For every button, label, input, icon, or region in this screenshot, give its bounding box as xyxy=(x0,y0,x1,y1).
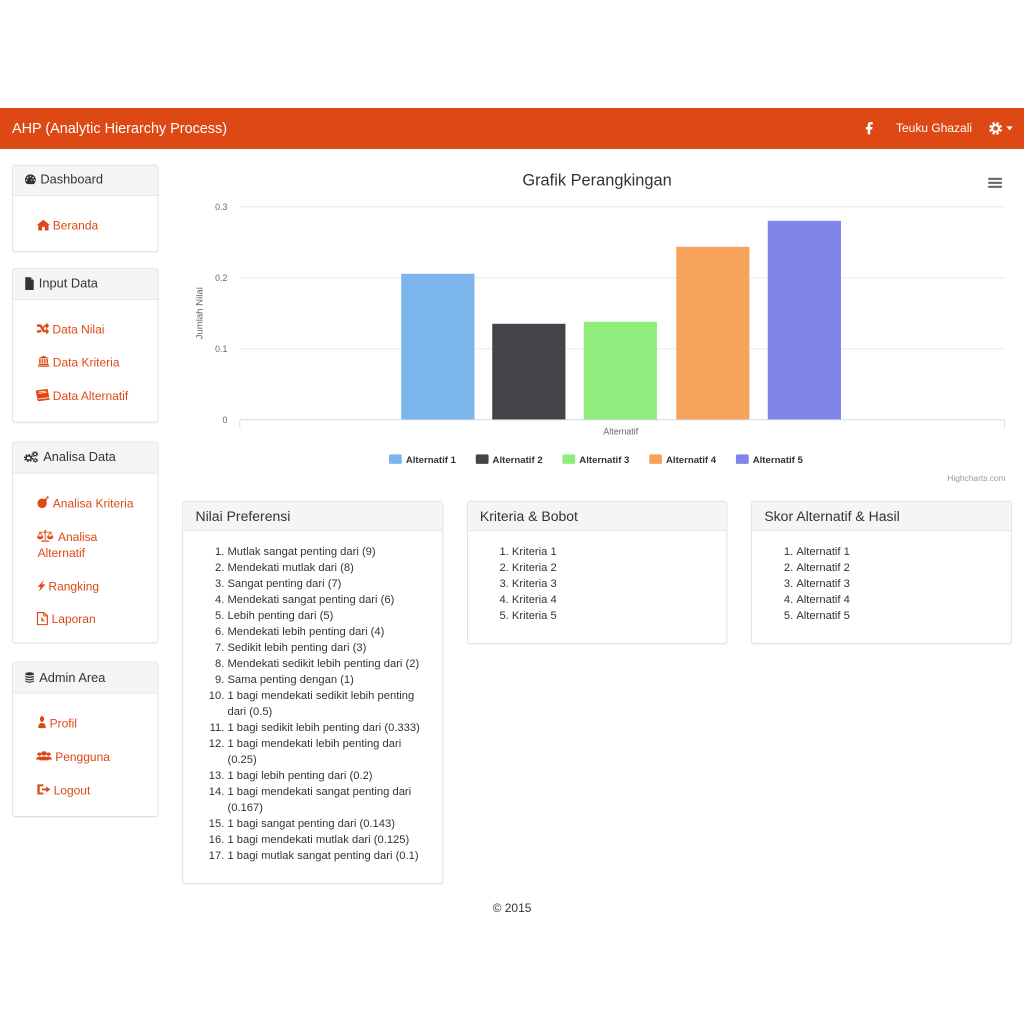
svg-text:Grafik Perangkingan: Grafik Perangkingan xyxy=(523,171,672,189)
svg-text:0: 0 xyxy=(223,415,228,425)
svg-text:Alternatif 1: Alternatif 1 xyxy=(406,455,457,466)
svg-text:0.1: 0.1 xyxy=(215,344,227,354)
svg-text:Alternatif 2: Alternatif 2 xyxy=(493,455,543,466)
svg-text:0.2: 0.2 xyxy=(215,273,227,283)
svg-text:Alternatif 4: Alternatif 4 xyxy=(666,455,717,466)
svg-text:Alternatif 3: Alternatif 3 xyxy=(580,455,630,466)
svg-text:0.3: 0.3 xyxy=(215,202,227,212)
svg-text:Alternatif: Alternatif xyxy=(604,426,639,436)
svg-text:Alternatif 5: Alternatif 5 xyxy=(753,455,804,466)
svg-text:Jumlah Nilai: Jumlah Nilai xyxy=(195,287,206,339)
svg-text:Highcharts.com: Highcharts.com xyxy=(948,473,1006,483)
